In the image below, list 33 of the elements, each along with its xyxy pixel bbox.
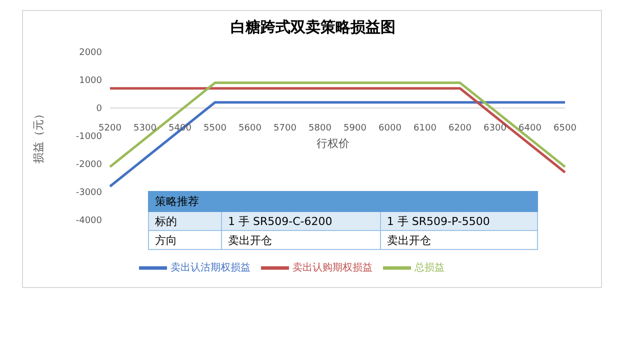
y-tick-label: 1000 [79,76,102,86]
y-tick-label: 0 [96,104,102,114]
chart-title: 白糖跨式双卖策略损益图 [230,18,396,37]
x-tick-label: 6400 [518,123,542,134]
x-tick-label: 6300 [484,123,507,134]
y-tick-label: -2000 [76,160,102,170]
x-tick-label: 5600 [238,123,262,134]
annotation: 1 手 SR509-P-5500 [380,212,538,230]
text: 卖出开仓 [228,234,272,246]
x-tick-label: 5300 [134,123,157,134]
y-tick-label: -3000 [76,188,102,198]
annotation: 策略推荐 [148,192,538,212]
y-tick-label: -4000 [76,216,102,226]
y-tick-label: -1000 [76,132,102,142]
x-tick-label: 5200 [98,123,122,134]
x-tick-label: 6200 [448,123,472,134]
x-tick-label: 5700 [274,123,297,134]
x-tick-label: 6000 [378,123,402,134]
y-axis-title: 损益（元） [32,108,45,164]
text: 卖出开仓 [386,234,431,246]
x-tick-label: 6500 [554,123,577,134]
legend-label: 卖出认沽期权损益 [170,262,250,274]
x-axis-title: 行权价 [316,137,350,150]
x-tick-label: 5800 [308,123,332,134]
annotation: 标的 [148,212,222,230]
x-tick-label: 5900 [344,123,367,134]
x-tick-label: 5500 [204,123,227,134]
text: 方向 [155,234,177,246]
legend-label: 总损益 [414,262,444,274]
annotation: 1 手 SR509-C-6200 [222,212,380,230]
y-tick-label: 2000 [79,48,102,58]
x-tick-label: 6100 [414,123,437,134]
legend-label: 卖出认购期权损益 [292,262,372,274]
